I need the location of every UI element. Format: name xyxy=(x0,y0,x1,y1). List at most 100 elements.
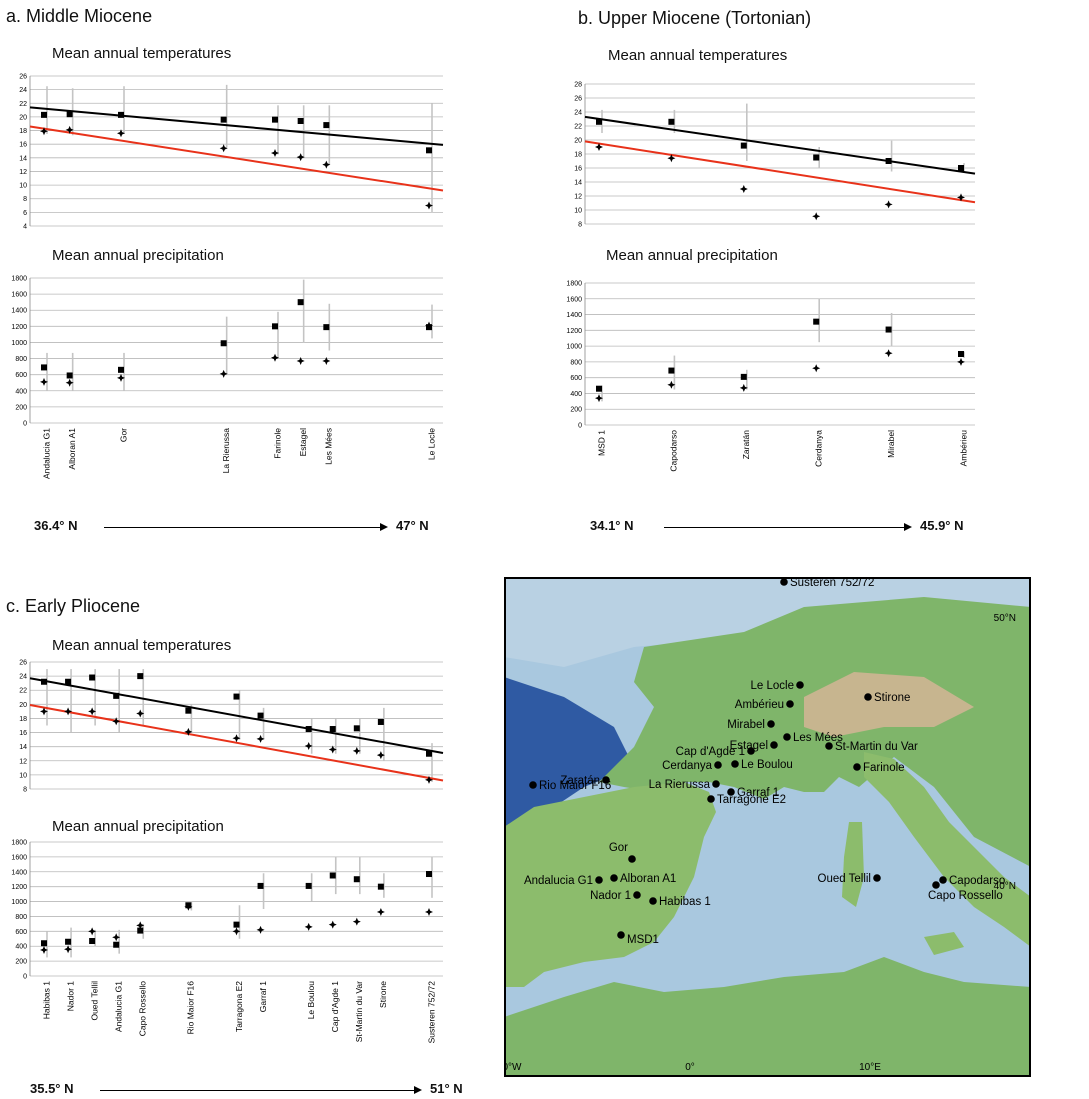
panel-a-title: a. Middle Miocene xyxy=(6,6,153,26)
data-point-square xyxy=(185,707,192,714)
data-point-square xyxy=(885,158,892,164)
y-tick-label: 18 xyxy=(19,128,27,135)
data-point-square xyxy=(958,165,964,171)
data-point-cross xyxy=(376,751,385,760)
y-tick-label: 600 xyxy=(15,372,27,379)
y-tick-label: 24 xyxy=(19,87,27,94)
y-tick-label: 22 xyxy=(19,101,27,108)
y-tick-label: 14 xyxy=(19,744,27,751)
data-point-cross xyxy=(595,143,603,151)
map-lon-label: 0° xyxy=(685,1062,695,1073)
site-marker xyxy=(939,876,947,884)
site-marker xyxy=(714,761,722,769)
data-point-square xyxy=(118,366,124,373)
a-precip-title: Mean annual precipitation xyxy=(52,247,224,264)
data-point-cross xyxy=(40,377,48,386)
x-category-label: Ambérieu xyxy=(958,430,968,467)
y-tick-label: 20 xyxy=(574,138,582,145)
data-point-cross xyxy=(117,373,125,382)
y-tick-label: 24 xyxy=(19,674,27,681)
data-point-square xyxy=(668,367,675,374)
y-tick-label: 800 xyxy=(15,914,27,921)
x-category-label: Nador 1 xyxy=(65,981,75,1012)
site-marker xyxy=(649,897,657,905)
y-tick-label: 1400 xyxy=(11,308,27,315)
data-point-cross xyxy=(219,369,228,378)
site-label: St-Martin du Var xyxy=(835,741,918,753)
site-label: Andalucia G1 xyxy=(524,875,593,887)
data-point-cross xyxy=(425,907,433,916)
panel-c-title: c. Early Pliocene xyxy=(6,596,141,616)
site-marker xyxy=(602,776,610,784)
data-point-square xyxy=(137,673,144,680)
x-category-label: Farinole xyxy=(272,428,282,459)
site-label: Stirone xyxy=(874,692,910,704)
data-point-cross xyxy=(64,945,73,954)
data-point-cross xyxy=(957,357,965,366)
site-label: Cerdanya xyxy=(662,760,712,772)
trend-line xyxy=(29,125,444,192)
data-point-cross xyxy=(884,349,893,358)
site-marker xyxy=(864,693,872,701)
x-category-label: Mirabel xyxy=(886,430,896,458)
y-tick-label: 12 xyxy=(19,169,27,176)
y-tick-label: 0 xyxy=(23,974,27,981)
data-point-square xyxy=(426,324,432,331)
corsica-sardinia xyxy=(842,822,864,907)
data-point-cross xyxy=(328,745,337,754)
y-tick-label: 6 xyxy=(23,210,27,217)
data-point-square xyxy=(41,678,47,685)
data-point-cross xyxy=(65,378,74,387)
data-point-square xyxy=(65,678,72,685)
data-point-cross xyxy=(219,144,228,153)
data-point-cross xyxy=(739,383,748,392)
y-tick-label: 600 xyxy=(15,929,27,936)
site-marker xyxy=(617,931,625,939)
data-point-cross xyxy=(884,200,893,209)
site-marker xyxy=(825,742,833,750)
site-label: Le Boulou xyxy=(741,759,793,771)
y-tick-label: 1000 xyxy=(566,344,582,351)
site-label: Ambérieu xyxy=(735,699,784,711)
y-tick-label: 10 xyxy=(574,208,582,215)
data-point-square xyxy=(426,871,432,878)
site-label: Susteren 752/72 xyxy=(790,577,874,589)
x-category-label: Le Boulou xyxy=(306,981,316,1020)
site-marker xyxy=(633,891,641,899)
data-point-square xyxy=(329,726,336,733)
data-point-cross xyxy=(271,149,279,158)
trend-line xyxy=(584,115,976,175)
data-point-cross xyxy=(64,707,73,716)
data-point-square xyxy=(813,318,820,325)
landmass-africa xyxy=(504,957,1031,1077)
site-label: La Rierussa xyxy=(649,779,711,791)
site-label: Garraf 1 xyxy=(737,787,779,799)
map-frame xyxy=(504,577,1031,1077)
c-lat-start: 35.5° N xyxy=(30,1081,74,1096)
data-point-square xyxy=(377,883,384,890)
data-point-cross xyxy=(425,201,433,210)
x-category-label: Habibas 1 xyxy=(41,981,51,1020)
data-point-square xyxy=(113,692,120,699)
y-tick-label: 14 xyxy=(574,180,582,187)
x-category-label: Garraf 1 xyxy=(258,981,268,1012)
data-point-cross xyxy=(136,709,145,718)
x-category-label: Rio Maior F16 xyxy=(186,981,196,1035)
y-tick-label: 400 xyxy=(15,388,27,395)
data-point-square xyxy=(118,111,124,118)
data-point-cross xyxy=(40,707,48,716)
site-marker xyxy=(595,876,603,884)
data-point-square xyxy=(66,111,73,118)
site-marker xyxy=(873,874,881,882)
data-point-square xyxy=(353,876,360,883)
c-precip-title: Mean annual precipitation xyxy=(52,818,224,835)
y-tick-label: 26 xyxy=(19,74,27,81)
data-point-cross xyxy=(304,922,313,931)
data-point-square xyxy=(426,147,432,154)
data-point-square xyxy=(323,324,330,331)
data-point-cross xyxy=(256,734,265,743)
y-tick-label: 20 xyxy=(19,702,27,709)
data-point-cross xyxy=(667,154,676,163)
y-tick-label: 12 xyxy=(19,758,27,765)
data-point-square xyxy=(41,111,47,118)
